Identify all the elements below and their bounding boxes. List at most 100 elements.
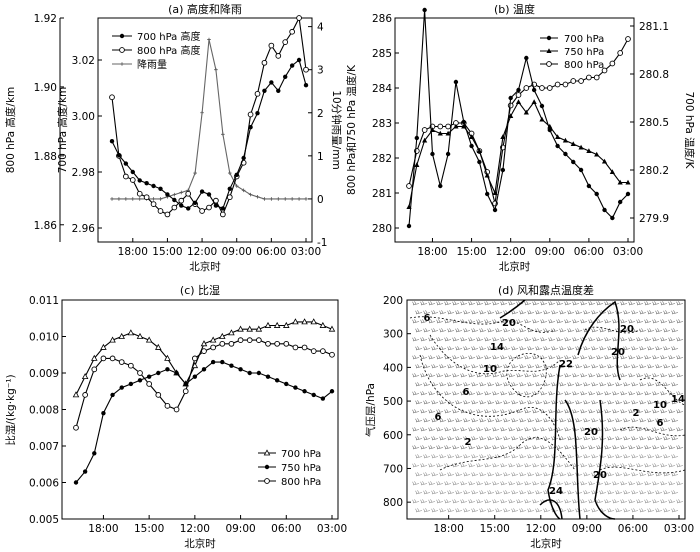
panel-d-barb xyxy=(431,436,439,441)
panel-d-barb xyxy=(444,337,452,342)
panel-d-barb xyxy=(671,310,679,315)
panel-b-800-point-15 xyxy=(523,85,530,91)
panel-c-750-point-7 xyxy=(137,378,143,383)
panel-c-legend-marker-2 xyxy=(264,478,270,484)
panel-d-barb xyxy=(644,391,652,396)
panel-c-800-point-4 xyxy=(109,355,116,362)
panel-d-barb xyxy=(548,337,556,342)
panel-d-barb xyxy=(652,391,660,396)
panel-a-rain-point-14 xyxy=(207,37,211,42)
panel-b-750-point-21 xyxy=(570,141,576,146)
panel-c-800-point-19 xyxy=(246,337,253,344)
panel-d-barb xyxy=(444,355,452,360)
panel-d-barb xyxy=(612,445,620,450)
panel-d-barb xyxy=(623,310,631,315)
panel-d-contour-label-9: 10 xyxy=(653,400,667,411)
panel-d-barb xyxy=(519,400,527,405)
panel-d-barb xyxy=(460,391,468,396)
panel-a-rain-point-24 xyxy=(276,197,281,201)
panel-d-barb xyxy=(447,490,455,495)
panel-d-barb xyxy=(636,481,644,486)
panel-d-barb xyxy=(652,445,660,450)
panel-c-700-point-27 xyxy=(319,321,327,328)
panel-d-barb xyxy=(431,472,439,477)
panel-d-barb xyxy=(516,373,524,378)
panel-b-yright-label-0: 279.9 xyxy=(639,213,669,225)
panel-d-barb xyxy=(543,472,551,477)
panel-d-barb xyxy=(527,454,535,459)
panel-d-barb xyxy=(639,328,647,333)
panel-a-800-point-13 xyxy=(199,208,205,214)
panel-d-barb xyxy=(663,454,671,459)
panel-d-barb xyxy=(663,490,671,495)
panel-d-barb xyxy=(471,382,479,387)
panel-d-barb xyxy=(436,481,444,486)
panel-d-ylabel-1: 300 xyxy=(383,329,403,341)
panel-d-barb xyxy=(460,463,468,468)
panel-d-barb xyxy=(492,463,500,468)
panel-d-barb xyxy=(548,301,556,306)
panel-d-barb xyxy=(452,301,460,306)
panel-d-barb xyxy=(663,346,671,351)
panel-d-barb xyxy=(676,427,684,432)
b-xtick-label-1: 15:00 xyxy=(456,246,486,258)
panel-c-800-point-28 xyxy=(329,351,335,358)
panel-d-barb xyxy=(631,364,639,369)
panel-b-700-point-3 xyxy=(430,151,435,157)
panel-d-barb xyxy=(519,472,527,477)
panel-a-700-point-0 xyxy=(109,139,115,144)
panel-d-barb xyxy=(415,310,423,315)
panel-d-contour-label-0: 6 xyxy=(424,313,431,324)
panel-d-barb xyxy=(540,319,548,324)
panel-d-barb xyxy=(668,337,676,342)
panel-a-y800-label-3: 1.92 xyxy=(34,13,57,25)
panel-d-barb xyxy=(503,328,511,333)
panel-d-barb xyxy=(540,463,548,468)
panel-d-barb xyxy=(583,472,591,477)
panel-d-barb xyxy=(447,418,455,423)
panel-b-700-point-19 xyxy=(555,143,560,149)
panel-d-barb xyxy=(508,481,516,486)
panel-d-barb xyxy=(620,319,628,324)
panel-d-barb xyxy=(519,436,527,441)
panel-d-barb xyxy=(484,301,492,306)
panel-d-barb xyxy=(455,508,463,513)
panel-d-barb xyxy=(420,481,428,486)
panel-d-barb xyxy=(503,382,511,387)
panel-d-barb xyxy=(423,310,431,315)
panel-a-rain-point-13 xyxy=(200,110,204,115)
panel-b-700-point-7 xyxy=(461,119,466,125)
panel-c-ytitle: 比湿/(kg·kg⁻¹) xyxy=(4,374,17,445)
panel-d-barb xyxy=(511,346,519,351)
panel-d-barb xyxy=(623,382,631,387)
panel-d-barb xyxy=(591,328,599,333)
panel-d-barb xyxy=(604,499,612,504)
panel-d-barb xyxy=(543,454,551,459)
panel-d-barb xyxy=(436,409,444,414)
panel-d-barb xyxy=(607,490,615,495)
panel-b-700-point-4 xyxy=(438,183,443,189)
panel-a-yrain-title: 10分钟雨量/mm xyxy=(330,90,343,169)
panel-d-barb xyxy=(508,445,516,450)
panel-b-750-point-2 xyxy=(422,137,428,143)
panel-d-barb xyxy=(495,418,503,423)
panel-d-barb xyxy=(468,319,476,324)
panel-d-barb xyxy=(495,310,503,315)
panel-c-700-point-1 xyxy=(81,373,89,380)
panel-d-barb xyxy=(572,319,580,324)
panel-d-barb xyxy=(444,391,452,396)
panel-d-barb xyxy=(615,364,623,369)
panel-a-700-point-3 xyxy=(130,169,135,175)
panel-d-barb xyxy=(476,445,484,450)
panel-d-barb xyxy=(439,418,447,423)
panel-d-barb xyxy=(636,319,644,324)
panel-d-barb xyxy=(623,418,631,423)
panel-a-xlabel: 北京时 xyxy=(189,260,221,273)
panel-d-barb xyxy=(660,463,668,468)
panel-d-barb xyxy=(495,382,503,387)
panel-a-rain-point-10 xyxy=(179,190,184,195)
panel-d-barb xyxy=(468,391,476,396)
panel-d-barb xyxy=(463,400,471,405)
d-xtick-label-5: 03:00 xyxy=(664,523,694,535)
panel-d-barb xyxy=(556,373,564,378)
